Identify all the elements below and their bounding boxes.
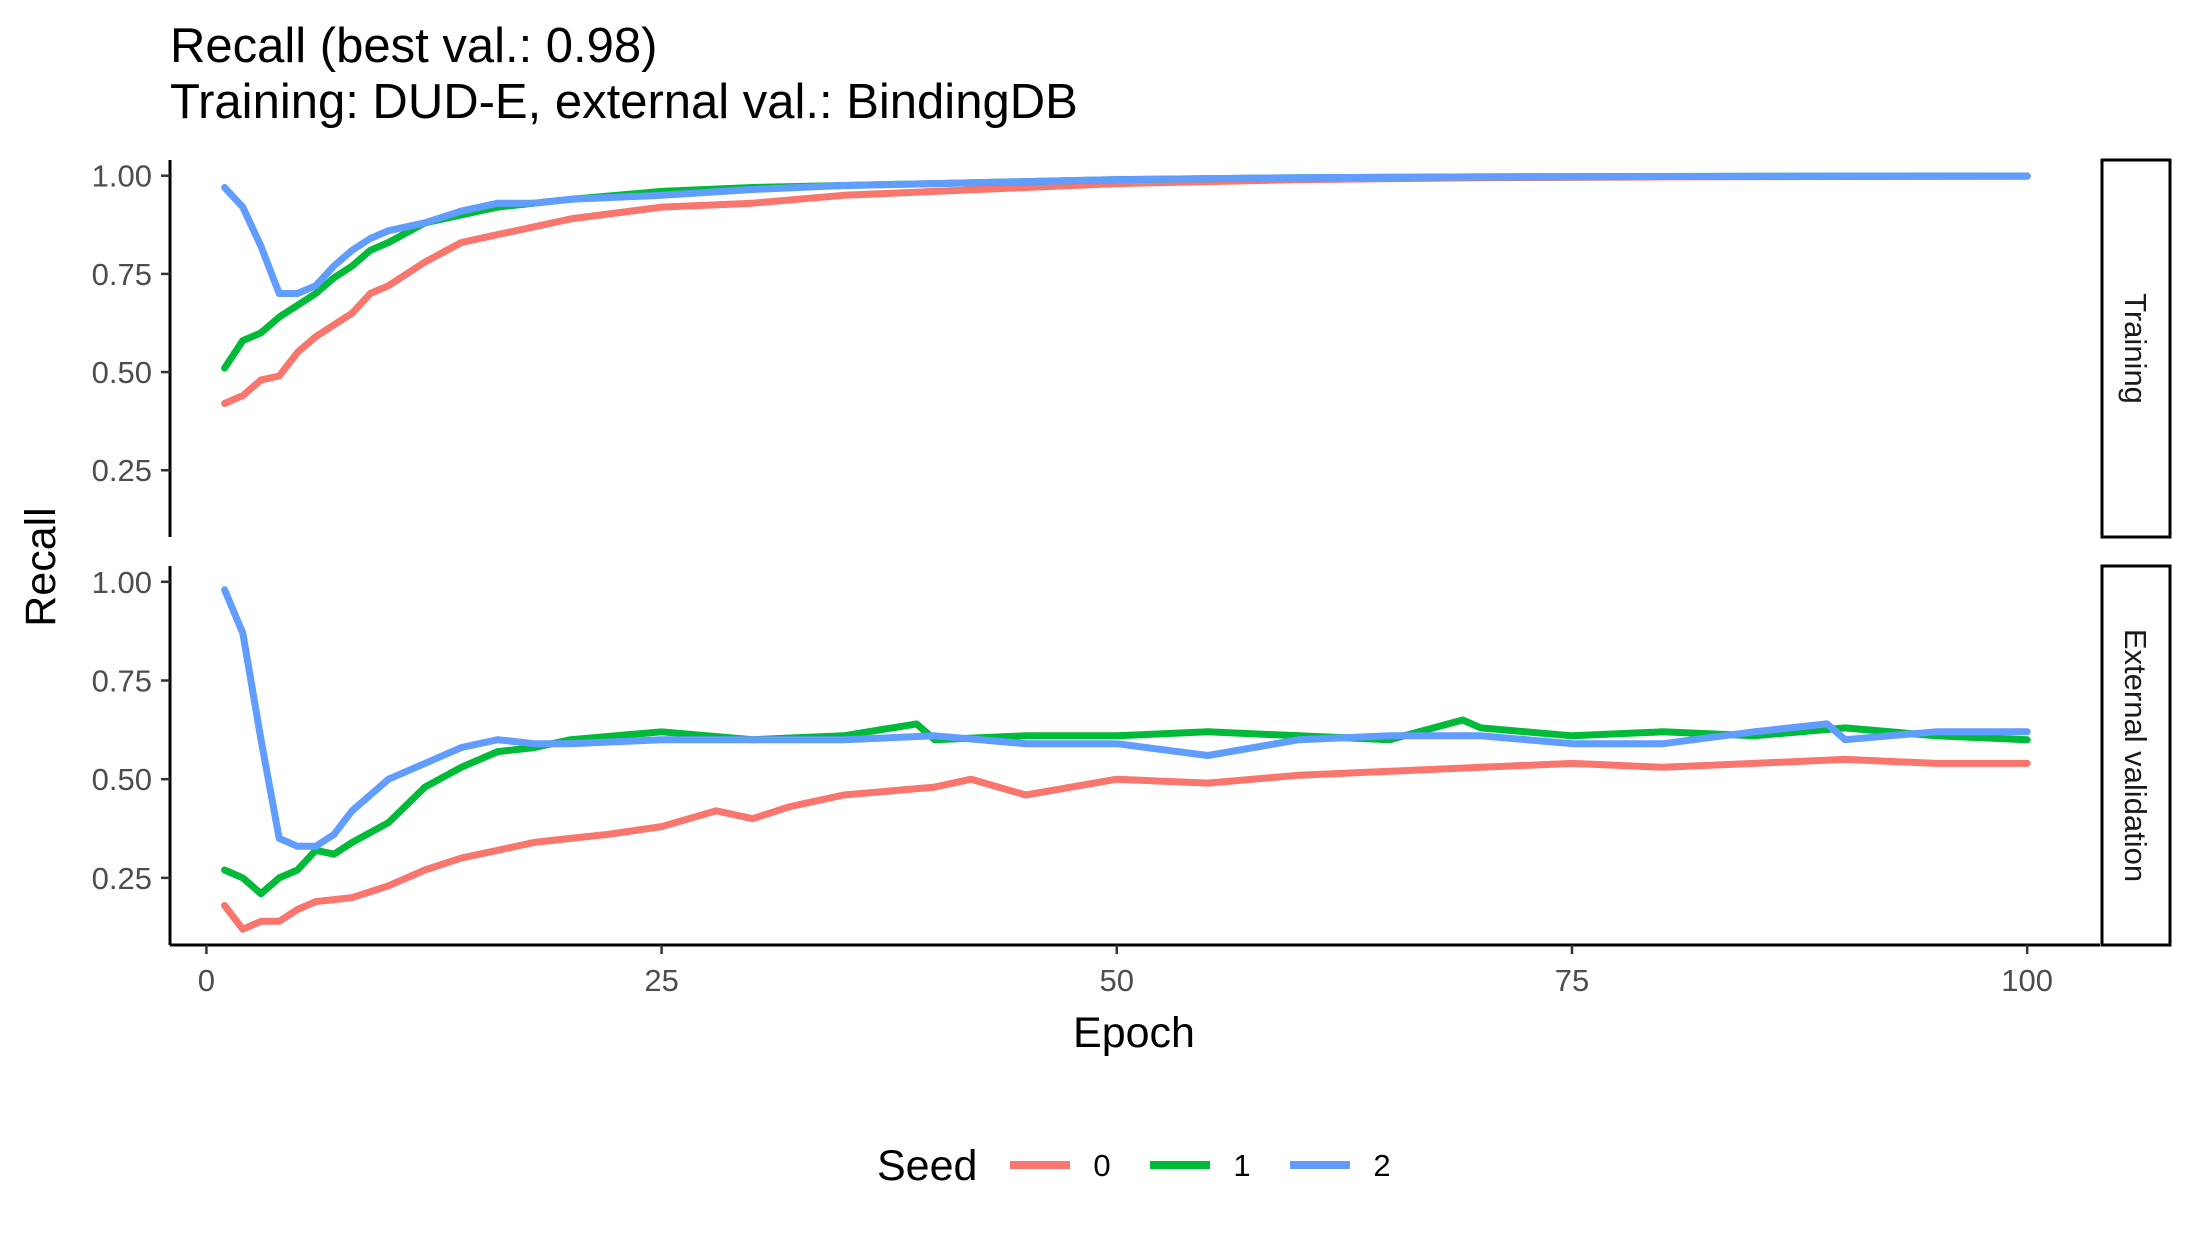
facet-strip-label: Training [2118,293,2153,404]
y-tick-label: 1.00 [92,565,152,600]
facet-panel-0: 0.25 0.50 0.75 1.00 Training [92,158,2172,539]
facet-strip [2100,158,2172,539]
facet-strip [2100,564,2172,947]
y-tick-label: 0.25 [92,861,152,896]
x-tick-label: 75 [1555,963,1589,998]
y-tick-label: 0.75 [92,257,152,292]
series-line-seed-2 [221,586,2031,850]
legend: Seed 0 1 2 [877,1142,1391,1190]
legend-title: Seed [877,1142,977,1190]
x-tick-label: 25 [644,963,678,998]
chart-subtitle: Training: DUD-E, external val.: BindingD… [170,75,1078,129]
facet-panel-1: 0.25 0.50 0.75 1.00 External validation [92,564,2172,947]
legend-label-seed-2: 2 [1373,1148,1390,1183]
x-tick-label: 100 [2001,963,2053,998]
y-axis-title: Recall [17,507,65,627]
legend-label-seed-0: 0 [1093,1148,1110,1183]
facet-panels: 0.25 0.50 0.75 1.00 Training 0.25 0.50 0.75 1.00… [92,158,2172,947]
chart-title: Recall (best val.: 0.98) [170,19,658,73]
y-tick-label: 0.25 [92,453,152,488]
x-axis-title: Epoch [1073,1009,1195,1057]
series-line-seed-0 [221,755,2031,933]
y-tick-label: 0.75 [92,663,152,698]
series-line-seed-2 [221,172,2031,297]
y-tick-label: 1.00 [92,159,152,194]
x-tick-label: 0 [198,963,215,998]
x-tick-label: 50 [1100,963,1134,998]
legend-label-seed-1: 1 [1233,1148,1250,1183]
y-tick-label: 0.50 [92,762,152,797]
y-tick-label: 0.50 [92,355,152,390]
facet-strip-label: External validation [2118,629,2153,882]
x-axis: 0 25 50 75 100 [170,943,2100,998]
